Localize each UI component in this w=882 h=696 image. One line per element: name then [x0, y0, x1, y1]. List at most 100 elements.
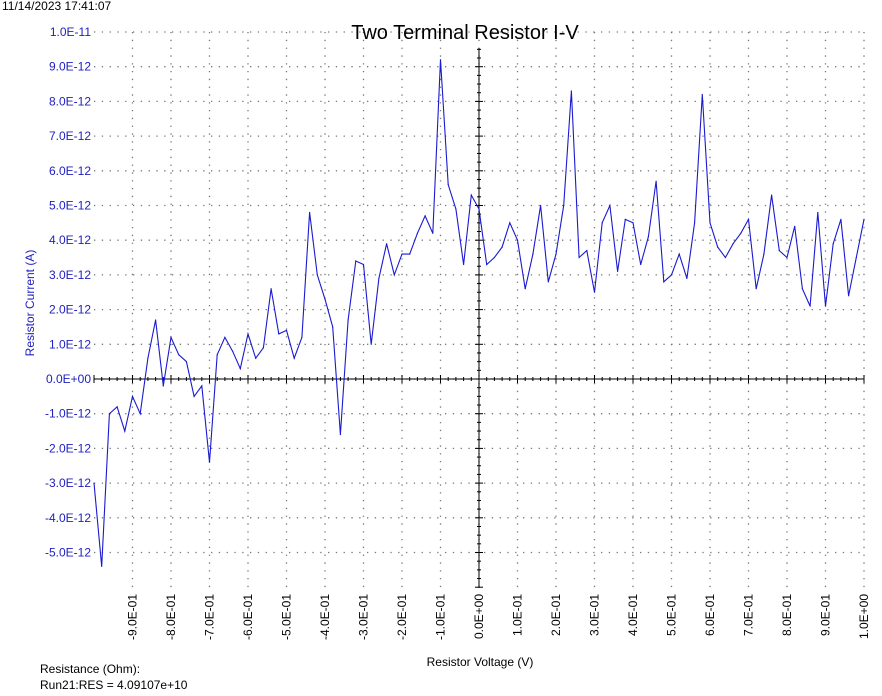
data-point — [247, 333, 249, 335]
data-point — [447, 184, 449, 186]
data-point — [409, 253, 411, 255]
data-point — [293, 357, 295, 359]
data-point — [732, 243, 734, 245]
data-point — [670, 274, 673, 276]
data-point — [701, 93, 703, 96]
data-point — [478, 208, 480, 210]
data-point — [201, 385, 203, 387]
data-point — [185, 361, 187, 363]
data-point — [470, 194, 472, 196]
data-point — [486, 263, 488, 266]
x-tick-label: 1.0E-01 — [511, 594, 525, 636]
x-tick-label: 9.0E-01 — [819, 594, 833, 636]
data-point — [362, 263, 365, 266]
data-point — [278, 333, 280, 335]
data-point — [524, 288, 526, 290]
data-point — [563, 204, 565, 207]
y-tick-label: 3.0E-12 — [49, 268, 91, 282]
x-tick-label: -9.0E-01 — [126, 594, 140, 640]
data-point — [532, 253, 534, 255]
data-point — [555, 253, 557, 255]
data-point — [101, 565, 103, 567]
x-tick-label: 7.0E-01 — [742, 594, 756, 636]
data-point — [609, 204, 611, 207]
data-point — [131, 395, 134, 397]
data-point — [724, 256, 727, 259]
y-tick-label: 4.0E-12 — [49, 233, 91, 247]
y-tick-label: -2.0E-12 — [45, 441, 91, 455]
data-point — [501, 246, 503, 248]
data-point — [686, 277, 688, 279]
data-point — [270, 288, 272, 290]
data-point — [824, 305, 827, 307]
data-point — [586, 250, 588, 252]
y-tick-label: 5.0E-12 — [49, 199, 91, 213]
data-point — [640, 263, 642, 266]
data-point — [863, 218, 865, 220]
resistance-value: Run21:RES = 4.09107e+10 — [40, 678, 188, 692]
data-point — [316, 274, 318, 276]
data-point — [840, 218, 842, 220]
y-tick-label: 2.0E-12 — [49, 303, 91, 317]
data-point — [593, 291, 596, 293]
data-point — [455, 208, 457, 210]
x-tick-label: 3.0E-01 — [588, 594, 602, 636]
data-point — [463, 263, 465, 266]
data-point — [832, 243, 834, 245]
data-point — [570, 90, 573, 92]
data-point — [393, 274, 395, 276]
data-point — [93, 482, 95, 484]
y-tick-label: 1.0E-12 — [49, 337, 91, 351]
data-point — [147, 357, 149, 359]
data-point — [678, 253, 680, 255]
chart-title: Two Terminal Resistor I-V — [351, 22, 579, 44]
data-point — [439, 59, 442, 61]
x-tick-label: -3.0E-01 — [357, 594, 371, 640]
data-point — [432, 232, 434, 234]
data-point — [647, 236, 650, 238]
y-tick-label: -1.0E-12 — [45, 407, 91, 421]
data-point — [416, 232, 418, 234]
data-point — [332, 326, 334, 328]
data-point — [794, 225, 796, 227]
x-tick-label: 4.0E-01 — [626, 594, 640, 636]
data-point — [493, 256, 495, 259]
data-point — [232, 350, 234, 352]
data-point — [509, 222, 511, 224]
data-point — [516, 239, 519, 241]
x-tick-label: -1.0E-01 — [434, 594, 448, 640]
data-point — [778, 250, 780, 252]
x-tick-label: 6.0E-01 — [703, 594, 717, 636]
x-tick-label: 2.0E-01 — [549, 594, 563, 636]
data-point — [547, 281, 549, 283]
data-point — [848, 295, 850, 297]
data-point — [855, 256, 857, 259]
data-point — [355, 260, 357, 262]
data-point — [162, 385, 164, 387]
y-tick-label: 9.0E-12 — [49, 60, 91, 74]
data-point — [116, 406, 118, 408]
data-point — [347, 319, 349, 321]
data-point — [224, 336, 226, 338]
data-point — [817, 211, 819, 214]
y-tick-label: 1.0E-11 — [50, 25, 91, 39]
data-point — [424, 215, 426, 217]
data-point — [170, 336, 172, 338]
resistance-label: Resistance (Ohm): — [40, 662, 141, 676]
data-point — [108, 413, 110, 415]
y-tick-label: 0.0E+00 — [46, 372, 91, 386]
data-point — [694, 222, 696, 224]
data-point — [309, 211, 311, 214]
y-tick-label: -4.0E-12 — [45, 511, 91, 525]
y-tick-label: 6.0E-12 — [49, 164, 91, 178]
y-tick-label: 7.0E-12 — [49, 129, 91, 143]
data-point — [124, 430, 126, 432]
data-point — [370, 343, 372, 345]
x-tick-label: 1.0E+00 — [857, 594, 871, 639]
y-tick-label: -5.0E-12 — [45, 546, 91, 560]
x-tick-label: -6.0E-01 — [241, 594, 255, 640]
data-point — [624, 218, 626, 220]
x-tick-label: -7.0E-01 — [203, 594, 217, 640]
